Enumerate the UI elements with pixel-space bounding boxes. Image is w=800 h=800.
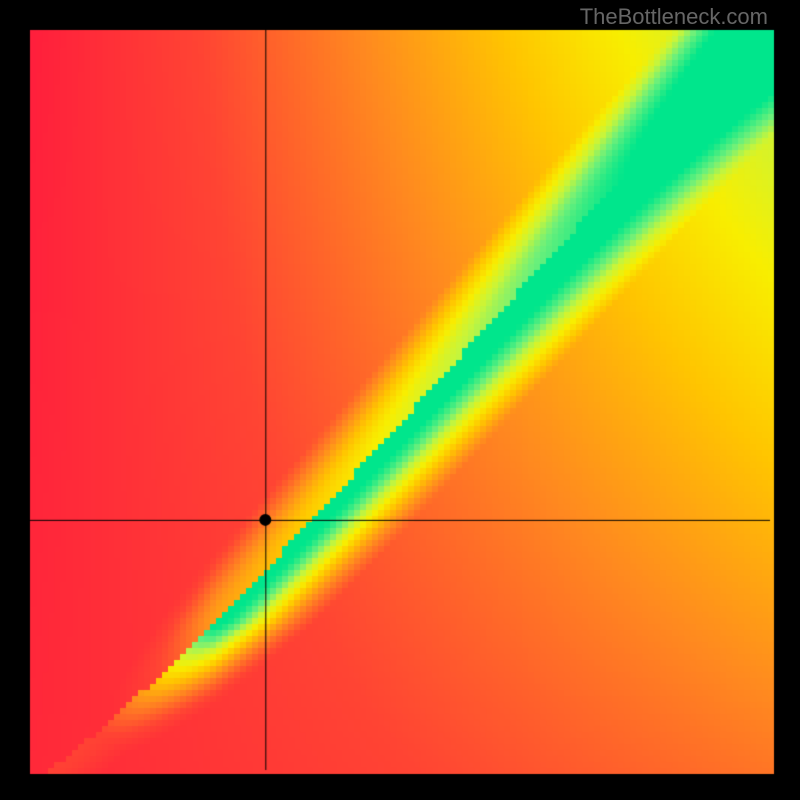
bottleneck-heatmap-chart bbox=[0, 0, 800, 800]
watermark-text: TheBottleneck.com bbox=[580, 4, 768, 30]
